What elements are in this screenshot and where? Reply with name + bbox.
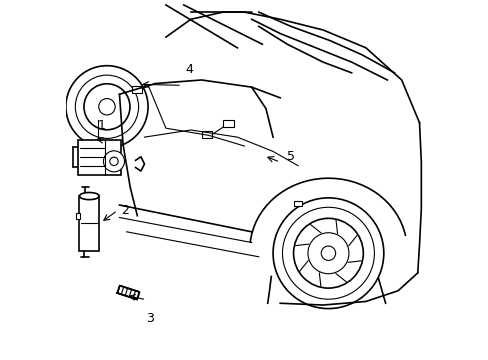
Text: 1: 1 xyxy=(98,119,105,132)
Text: 4: 4 xyxy=(185,63,193,76)
Text: 5: 5 xyxy=(287,150,295,163)
Bar xyxy=(201,131,212,138)
Ellipse shape xyxy=(80,193,99,200)
Bar xyxy=(223,120,233,127)
Circle shape xyxy=(103,151,124,172)
Text: 3: 3 xyxy=(145,312,153,325)
Bar xyxy=(76,213,80,219)
Polygon shape xyxy=(117,285,139,300)
Bar xyxy=(293,201,302,206)
Bar xyxy=(78,140,121,175)
Bar xyxy=(132,86,142,93)
Bar xyxy=(80,196,99,251)
Text: 2: 2 xyxy=(121,204,129,217)
